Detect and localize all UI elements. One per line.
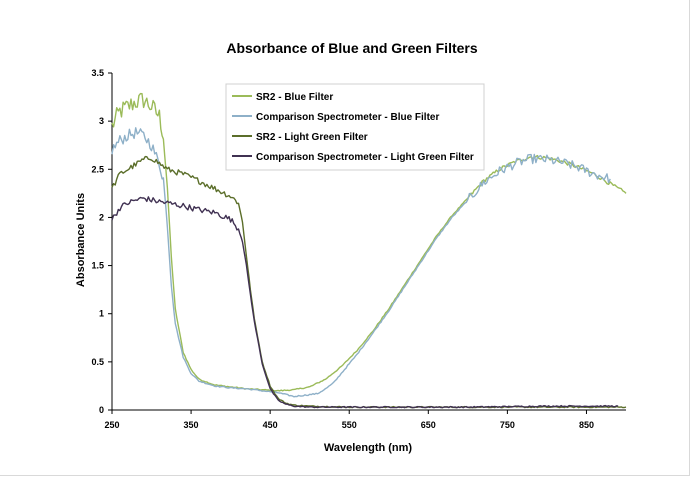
legend-label: SR2 - Light Green Filter [256,132,368,143]
y-axis-title: Absorbance Units [75,193,87,287]
x-tick-label: 750 [500,420,515,430]
x-tick-label: 550 [342,420,357,430]
y-tick-label: 2 [99,212,104,222]
y-tick-label: 0.5 [91,357,104,367]
x-tick-label: 450 [263,420,278,430]
legend-box [225,83,485,171]
series-line-4 [111,196,619,409]
x-tick-label: 350 [184,420,199,430]
y-tick-label: 3 [99,116,104,126]
x-tick-label: 650 [421,420,436,430]
x-tick-label: 850 [579,420,594,430]
legend-label: Comparison Spectrometer - Light Green Fi… [256,152,474,163]
y-tick-label: 2.5 [91,164,104,174]
plot-area: 0 0.5 1 1.5 2 2.5 3 3.5 250 350 450 550 650 750 850 [91,68,627,430]
x-tick-label: 250 [104,420,119,430]
legend-label: SR2 - Blue Filter [256,92,333,103]
series-line-1 [111,92,627,392]
legend-label: Comparison Spectrometer - Blue Filter [256,112,439,123]
y-tick-label: 1 [99,309,104,319]
legend: SR2 - Blue Filter Comparison Spectrometer… [225,83,485,171]
y-tick-label: 1.5 [91,261,104,271]
chart-title: Absorbance of Blue and Green Filters [226,40,477,56]
y-tick-label: 3.5 [91,68,104,78]
series-line-2 [111,127,611,398]
x-axis-title: Wavelength (nm) [324,442,413,454]
y-tick-label: 0 [99,405,104,415]
